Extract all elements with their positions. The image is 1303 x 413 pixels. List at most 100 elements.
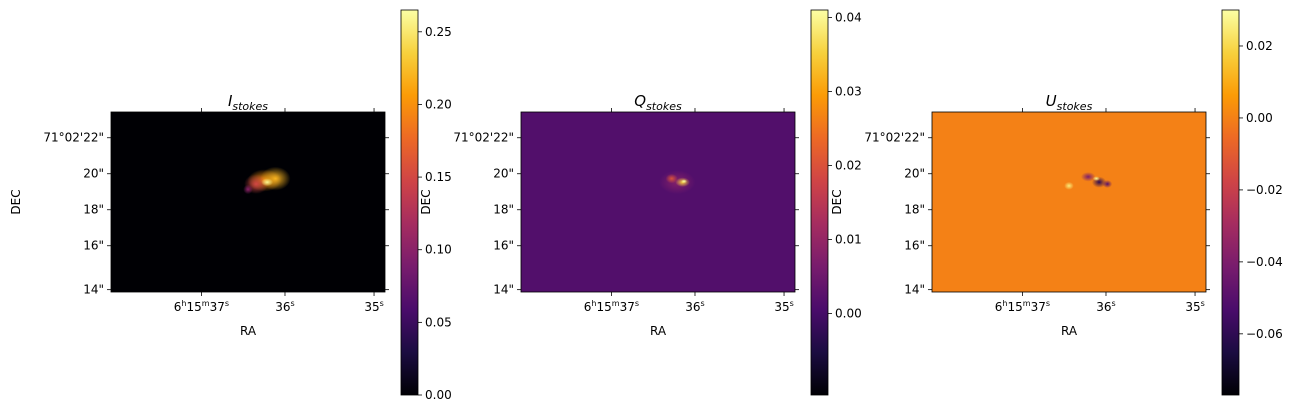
y-tick-label: 71°02'22" <box>453 131 514 145</box>
emission-feature <box>1064 181 1074 190</box>
x-tick-unit: h <box>181 299 186 308</box>
x-tick-value: 6 <box>995 300 1003 314</box>
emission-feature <box>1092 176 1101 181</box>
colorbar-tick-label: 0.00 <box>425 388 452 402</box>
x-tick-unit: s <box>1046 299 1050 308</box>
y-tick-label: 18" <box>83 203 104 217</box>
x-tick-unit: h <box>591 299 596 308</box>
y-tick-label: 14" <box>904 283 925 297</box>
x-tick-value: 36 <box>1096 300 1111 314</box>
x-tick-value: 36 <box>275 300 290 314</box>
x-tick-unit: s <box>225 299 229 308</box>
y-tick-label: 18" <box>493 203 514 217</box>
x-tick-unit: s <box>790 299 794 308</box>
colorbar-tick-label: 0.00 <box>835 307 862 321</box>
x-tick-label: 36s <box>685 299 704 314</box>
x-tick-unit: s <box>1201 299 1205 308</box>
colorbar-gradient <box>400 9 419 396</box>
y-tick-label: 16" <box>904 239 925 253</box>
y-tick-label: 16" <box>493 239 514 253</box>
colorbar-tick-label: 0.05 <box>425 315 452 329</box>
colorbar-tick-label: 0.02 <box>1246 39 1273 53</box>
image-features <box>243 166 291 195</box>
colorbar-tick-label: 0.02 <box>835 158 862 172</box>
panel-title: Ustokes <box>1046 92 1093 113</box>
panel-title: Istokes <box>228 92 268 113</box>
emission-feature <box>681 179 688 184</box>
y-axis-label: DEC <box>830 189 844 214</box>
x-tick-value: 37 <box>1031 300 1046 314</box>
y-tick-label: 20" <box>493 167 514 181</box>
x-tick-value: 37 <box>210 300 225 314</box>
colorbar-tick-label: −0.04 <box>1246 255 1283 269</box>
x-tick-label: 6h15m37s <box>995 299 1050 314</box>
y-tick-label: 16" <box>83 239 104 253</box>
x-tick-unit: s <box>380 299 384 308</box>
emission-feature <box>261 178 274 187</box>
emission-feature <box>1080 172 1096 182</box>
x-tick-value: 6 <box>174 300 182 314</box>
x-tick-unit: s <box>701 299 705 308</box>
axes-frame <box>931 111 1207 293</box>
x-axis-label: RA <box>650 324 667 338</box>
emission-feature <box>665 173 678 184</box>
x-tick-unit: m <box>202 299 210 308</box>
x-tick-value: 15 <box>187 300 202 314</box>
x-tick-label: 6h15m37s <box>174 299 229 314</box>
y-tick-label: 71°02'22" <box>864 131 925 145</box>
colorbar-tick-label: 0.03 <box>835 84 862 98</box>
x-tick-value: 6 <box>584 300 592 314</box>
colorbar: 0.00 0.01 0.02 0.03 0.04 <box>810 9 862 396</box>
x-tick-label: 35s <box>774 299 793 314</box>
y-axis-label: DEC <box>419 189 433 214</box>
axes-frame <box>520 111 796 293</box>
colorbar: 0.02 0.00 −0.02 −0.04 −0.06 <box>1221 9 1283 396</box>
image-features <box>659 170 696 195</box>
axes-frame <box>110 111 386 293</box>
x-tick-value: 37 <box>620 300 635 314</box>
x-tick-label: 35s <box>1185 299 1204 314</box>
x-tick-label: 36s <box>275 299 294 314</box>
x-tick-value: 15 <box>597 300 612 314</box>
x-tick-unit: s <box>1112 299 1116 308</box>
x-tick-unit: s <box>291 299 295 308</box>
colorbar-tick-label: 0.20 <box>425 97 452 111</box>
y-tick-label: 14" <box>83 283 104 297</box>
x-tick-unit: m <box>1023 299 1031 308</box>
colorbar-tick-label: −0.02 <box>1246 183 1283 197</box>
colorbar: 0.00 0.05 0.10 0.15 0.20 0.25 <box>400 9 452 402</box>
emission-feature <box>243 184 253 195</box>
x-axis-label: RA <box>1061 324 1078 338</box>
colorbar-tick-label: 0.01 <box>835 233 862 247</box>
colorbar-tick-label: 0.04 <box>835 10 862 24</box>
x-tick-unit: m <box>612 299 620 308</box>
y-tick-label: 71°02'22" <box>43 131 104 145</box>
x-tick-unit: s <box>635 299 639 308</box>
colorbar-tick-label: 0.10 <box>425 243 452 257</box>
image-features <box>1064 172 1113 190</box>
x-tick-label: 36s <box>1096 299 1115 314</box>
x-tick-unit: h <box>1002 299 1007 308</box>
colorbar-gradient <box>810 9 829 396</box>
y-tick-label: 14" <box>493 283 514 297</box>
y-tick-label: 18" <box>904 203 925 217</box>
x-tick-value: 36 <box>685 300 700 314</box>
x-tick-label: 35s <box>364 299 383 314</box>
y-axis-label: DEC <box>9 189 23 214</box>
panel-title: Qstokes <box>634 92 682 113</box>
y-tick-label: 20" <box>904 167 925 181</box>
image-background <box>111 112 385 292</box>
image-background <box>521 112 795 292</box>
image-background <box>932 112 1206 292</box>
x-tick-label: 6h15m37s <box>584 299 639 314</box>
colorbar-tick-label: −0.06 <box>1246 327 1283 341</box>
colorbar-tick-label: 0.25 <box>425 25 452 39</box>
emission-feature <box>1102 180 1113 188</box>
x-tick-value: 35 <box>364 300 379 314</box>
x-axis-label: RA <box>240 324 257 338</box>
colorbar-gradient <box>1221 9 1240 396</box>
x-tick-value: 35 <box>1185 300 1200 314</box>
